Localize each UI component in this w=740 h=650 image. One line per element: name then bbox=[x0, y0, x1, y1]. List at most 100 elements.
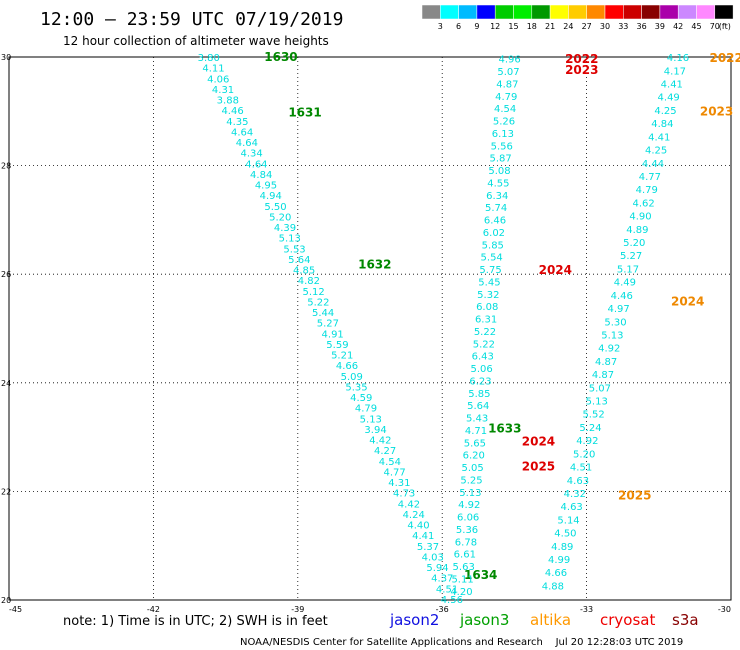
colorbar-swatch bbox=[696, 4, 716, 20]
wave-height-value: 5.21 bbox=[331, 351, 353, 362]
colorbar-label: 21 bbox=[545, 22, 555, 31]
wave-height-value: 4.79 bbox=[636, 185, 658, 196]
wave-height-value: 4.03 bbox=[422, 552, 444, 563]
wave-height-value: 5.59 bbox=[326, 340, 348, 351]
wave-height-value: 4.46 bbox=[611, 291, 633, 302]
wave-height-value: 4.25 bbox=[654, 106, 676, 117]
wave-height-value: 4.84 bbox=[250, 170, 272, 181]
colorbar-label: 27 bbox=[582, 22, 592, 31]
wave-height-value: 4.89 bbox=[626, 225, 648, 236]
wave-height-value: 4.91 bbox=[322, 329, 344, 340]
colorbar-swatch bbox=[549, 4, 569, 20]
wave-height-value: 4.85 bbox=[293, 266, 315, 277]
wave-height-value: 5.85 bbox=[482, 240, 504, 251]
wave-height-value: 4.64 bbox=[231, 127, 253, 138]
wave-height-value: 6.61 bbox=[454, 550, 476, 561]
wave-height-value: 4.95 bbox=[255, 181, 277, 192]
wave-height-value: 4.82 bbox=[298, 276, 320, 287]
wave-height-value: 4.24 bbox=[403, 510, 425, 521]
wave-height-value: 4.96 bbox=[498, 55, 520, 66]
wave-height-value: 4.40 bbox=[407, 521, 429, 532]
wave-height-value: 5.26 bbox=[493, 117, 515, 128]
colorbar-label: 12 bbox=[490, 22, 500, 31]
wave-height-value: 4.46 bbox=[221, 106, 243, 117]
wave-height-value: 4.41 bbox=[412, 531, 434, 542]
wave-height-value: 5.50 bbox=[264, 202, 286, 213]
wave-height-value: 5.27 bbox=[317, 319, 339, 330]
x-tick-label: -36 bbox=[436, 605, 449, 614]
pass-time-label: 2024 bbox=[539, 263, 572, 277]
wave-height-value: 4.54 bbox=[494, 104, 516, 115]
wave-height-value: 5.13 bbox=[279, 234, 301, 245]
y-tick-label: 30 bbox=[1, 53, 11, 62]
wave-height-value: 5.13 bbox=[586, 397, 608, 408]
wave-height-value: 5.63 bbox=[453, 562, 475, 573]
colorbar-swatch bbox=[586, 4, 606, 20]
wave-height-value: 4.56 bbox=[441, 595, 463, 606]
colorbar-label: 30 bbox=[600, 22, 610, 31]
wave-height-value: 5.22 bbox=[473, 339, 495, 350]
wave-height-value: 4.35 bbox=[226, 117, 248, 128]
page-title: 12:00 — 23:59 UTC 07/19/2019 bbox=[40, 9, 343, 30]
wave-height-value: 5.30 bbox=[604, 317, 626, 328]
x-tick-label: -39 bbox=[291, 605, 304, 614]
wave-height-value: 4.87 bbox=[592, 370, 614, 381]
wave-height-value: 4.99 bbox=[548, 555, 570, 566]
colorbar-unit: (ft) bbox=[719, 22, 731, 31]
wave-height-value: 5.09 bbox=[341, 372, 363, 383]
colorbar-swatch bbox=[440, 4, 459, 20]
wave-height-value: 5.56 bbox=[491, 141, 513, 152]
wave-height-value: 5.32 bbox=[477, 290, 499, 301]
wave-height-value: 4.42 bbox=[369, 436, 391, 447]
colorbar-swatch bbox=[623, 4, 642, 20]
wave-height-value: 4.25 bbox=[645, 146, 667, 157]
pass-time-label: 2025 bbox=[522, 459, 555, 473]
wave-height-value: 5.25 bbox=[460, 475, 482, 486]
wave-height-value: 5.74 bbox=[485, 203, 507, 214]
wave-height-value: 4.84 bbox=[651, 119, 673, 130]
wave-height-value: 5.12 bbox=[302, 287, 324, 298]
x-tick-label: -30 bbox=[718, 605, 731, 614]
pass-time-label: 2023 bbox=[565, 63, 598, 77]
colorbar-label: 6 bbox=[456, 22, 461, 31]
wave-height-value: 4.77 bbox=[639, 172, 661, 183]
colorbar-label: 18 bbox=[527, 22, 537, 31]
wave-height-value: 4.11 bbox=[202, 64, 224, 75]
wave-height-value: 6.31 bbox=[475, 315, 497, 326]
grid-lines bbox=[9, 57, 731, 600]
y-tick-label: 20 bbox=[1, 596, 11, 605]
legend-jason2: jason2 bbox=[389, 611, 439, 629]
wave-height-value: 6.20 bbox=[463, 451, 485, 462]
pass-time-label: 1632 bbox=[358, 257, 391, 271]
wave-height-value: 5.17 bbox=[617, 264, 639, 275]
wave-height-value: 4.31 bbox=[212, 85, 234, 96]
wave-height-value: 4.31 bbox=[388, 478, 410, 489]
wave-height-value: 4.44 bbox=[642, 159, 664, 170]
wave-height-value: 4.50 bbox=[554, 529, 576, 540]
wave-height-value: 5.44 bbox=[312, 308, 334, 319]
wave-height-value: 4.20 bbox=[450, 587, 472, 598]
wave-height-value: 6.78 bbox=[455, 537, 477, 548]
wave-height-value: 4.87 bbox=[595, 357, 617, 368]
wave-height-value: 5.75 bbox=[479, 265, 501, 276]
wave-height-value: 5.85 bbox=[468, 389, 490, 400]
y-axis-ticks: 20 22 24 26 28 30 bbox=[1, 53, 11, 605]
wave-height-value: 5.06 bbox=[470, 364, 492, 375]
units-note: note: 1) Time is in UTC; 2) SWH is in fe… bbox=[63, 614, 328, 629]
pass-time-label: 2025 bbox=[618, 489, 651, 503]
track-cryosat: 4.965.074.87 4.794.54 5.266.135.56 5.875.08… bbox=[450, 52, 598, 598]
wave-height-value: 4.79 bbox=[495, 92, 517, 103]
wave-height-value: 6.23 bbox=[469, 376, 491, 387]
wave-height-value: 4.63 bbox=[561, 502, 583, 513]
pass-time-label: 2024 bbox=[522, 434, 555, 448]
wave-height-value: 5.43 bbox=[466, 414, 488, 425]
plot-frame bbox=[8, 56, 732, 601]
wave-height-value: 4.42 bbox=[398, 499, 420, 510]
wave-height-value: 6.06 bbox=[457, 513, 479, 524]
wave-height-value: 4.71 bbox=[465, 426, 487, 437]
colorbar-swatch bbox=[714, 4, 734, 20]
wave-height-value: 5.52 bbox=[582, 410, 604, 421]
wave-height-value: 3.88 bbox=[217, 96, 239, 107]
wave-height-value: 4.87 bbox=[496, 79, 518, 90]
colorbar-swatch bbox=[531, 4, 551, 20]
